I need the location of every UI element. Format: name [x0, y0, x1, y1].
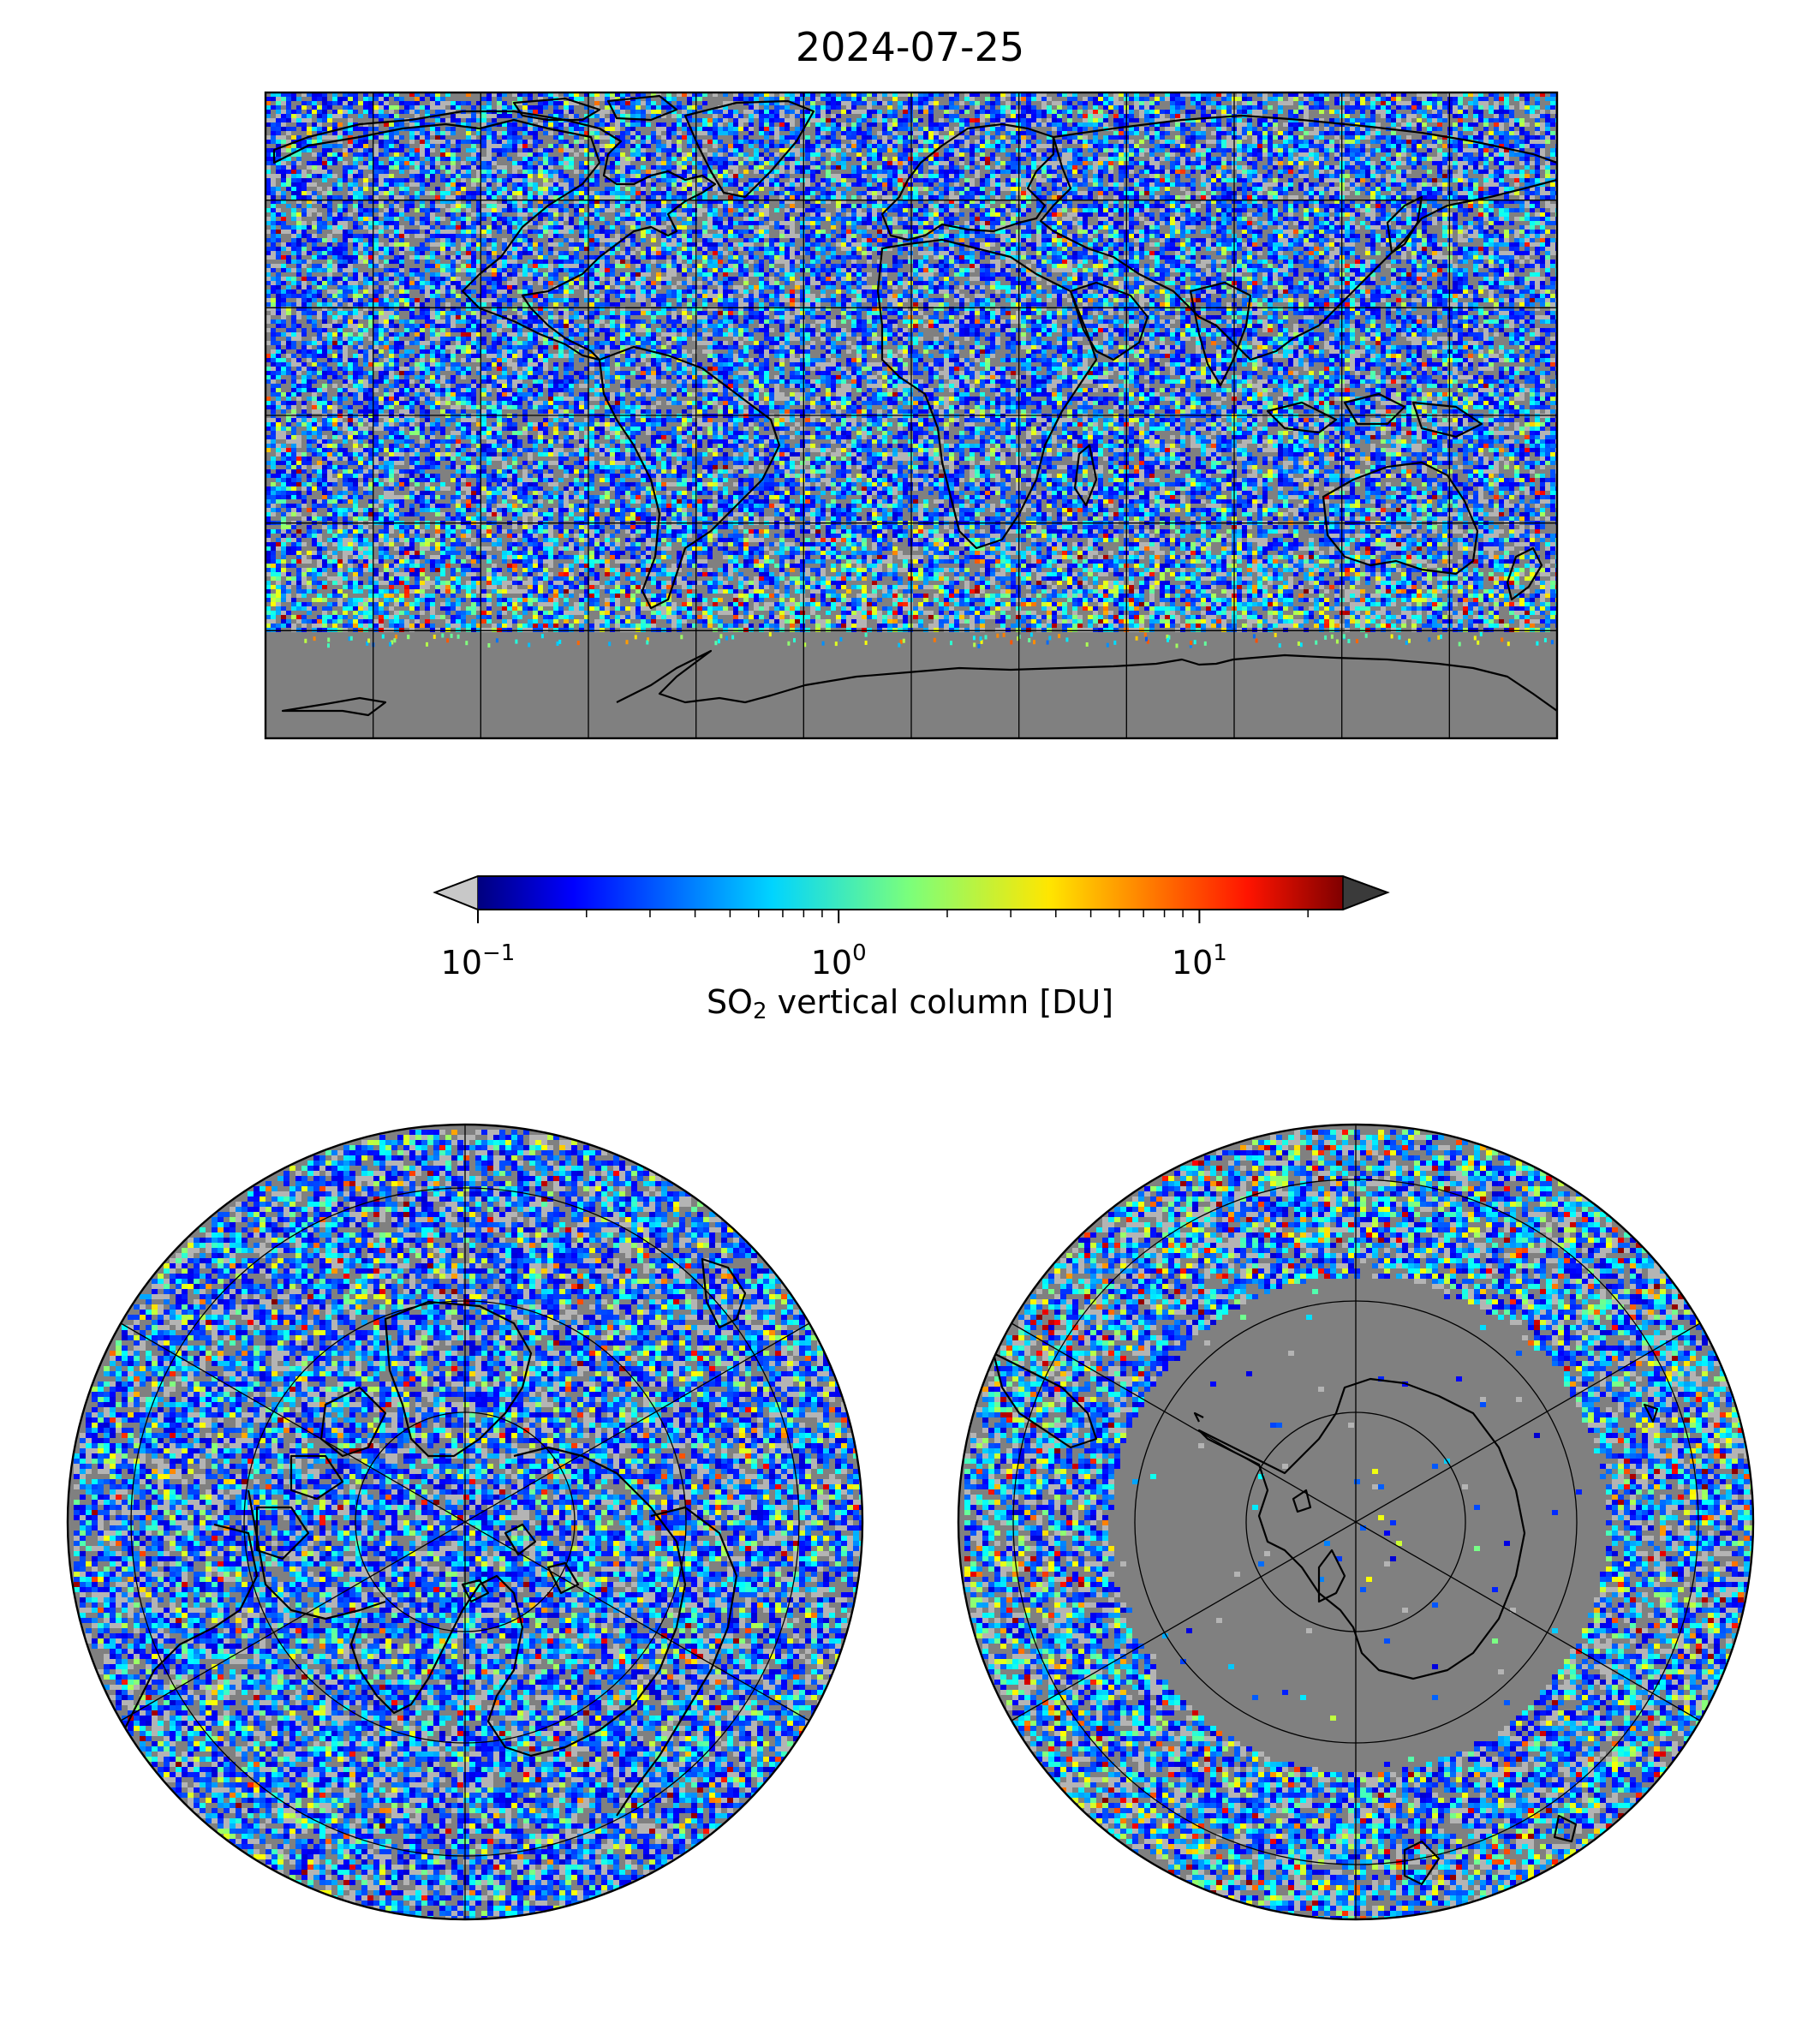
figure-title: 2024-07-25 — [0, 24, 1820, 70]
colorbar-under-extension — [433, 874, 479, 911]
colorbar-over-extension — [1342, 874, 1390, 911]
south-polar-map — [957, 1123, 1755, 1921]
north-polar-gridlines — [120, 1125, 810, 1919]
colorbar-tick-label: 100 — [811, 940, 867, 982]
colorbar — [433, 874, 1390, 923]
colorbar-label: SO2 vertical column [DU] — [0, 983, 1820, 1024]
global-map-frame — [264, 91, 1559, 740]
south-polar-coastlines — [992, 1352, 1659, 1886]
colorbar-outline — [433, 875, 1390, 910]
north-polar-frame — [66, 1123, 864, 1921]
global-map-gridlines — [266, 92, 1557, 738]
north-polar-data-field — [74, 1130, 862, 1919]
colorbar-gradient — [478, 876, 1343, 910]
colorbar-tick-marks — [477, 910, 1309, 923]
global-map-coastlines — [272, 94, 1557, 717]
global-map — [264, 91, 1559, 740]
north-polar-map — [66, 1123, 864, 1921]
colorbar-tick-label: 101 — [1172, 940, 1227, 982]
south-polar-gridlines — [1011, 1125, 1701, 1919]
south-polar-frame — [957, 1123, 1755, 1921]
south-polar-data-field — [964, 1130, 1753, 1919]
colorbar-tick-label: 10−1 — [441, 940, 516, 982]
